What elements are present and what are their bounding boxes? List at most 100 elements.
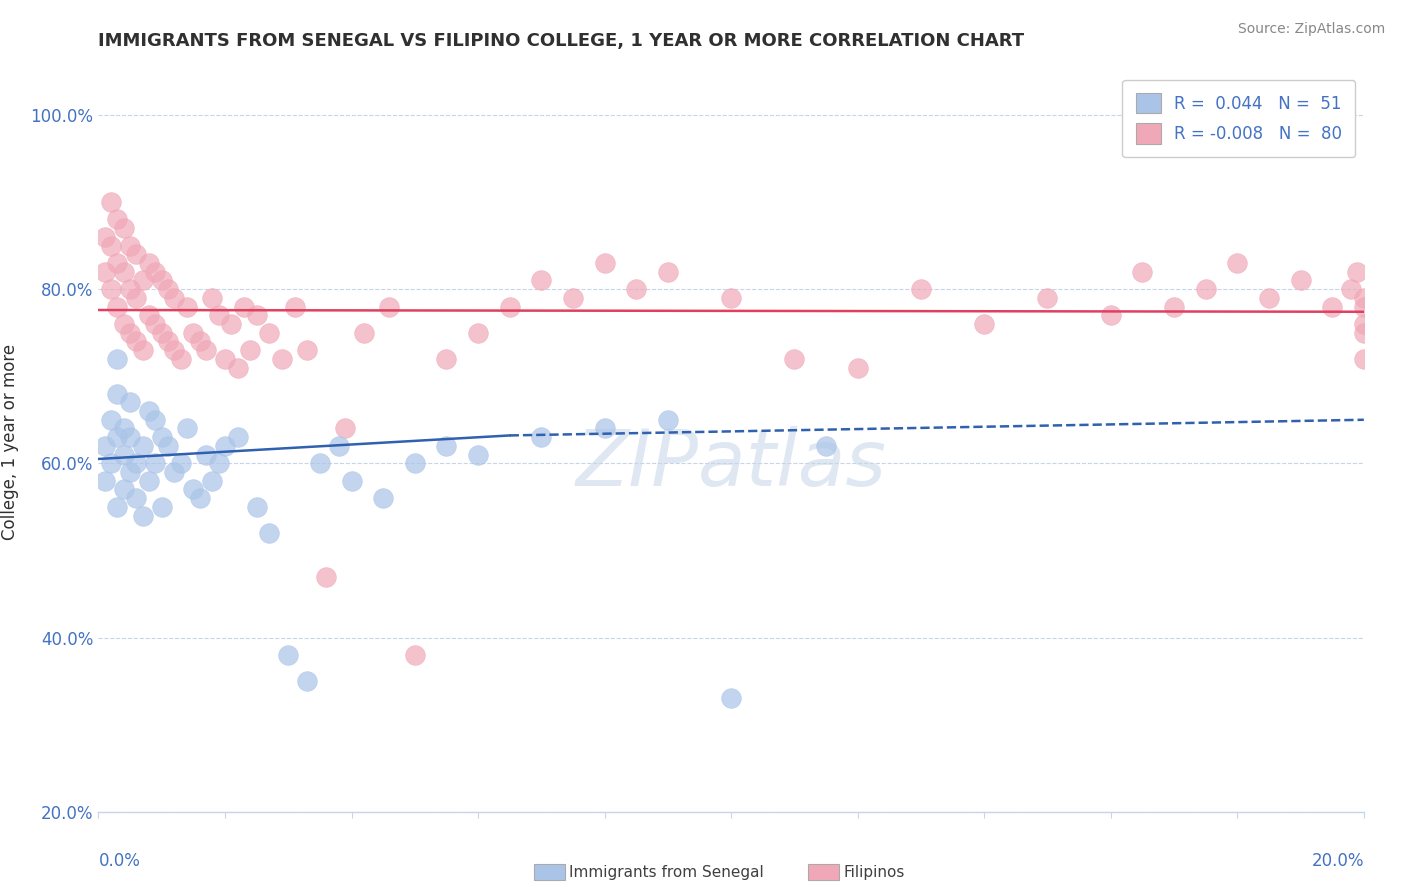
Point [1353,317,1375,331]
Point [297,674,319,689]
Point [1353,351,1375,366]
Text: Source: ZipAtlas.com: Source: ZipAtlas.com [1237,22,1385,37]
Point [188,334,211,349]
Point [1347,265,1369,279]
Point [467,326,489,340]
Point [259,526,281,541]
Point [277,648,299,662]
Point [201,474,224,488]
Point [233,300,256,314]
Point [157,334,180,349]
Point [163,465,186,479]
Point [561,291,585,305]
Point [138,474,160,488]
Point [125,291,148,305]
Point [112,483,135,497]
Point [593,256,616,270]
Point [107,500,129,514]
Point [183,483,205,497]
Point [246,308,269,322]
Point [309,456,332,470]
Point [107,212,129,227]
Point [132,508,155,523]
Point [1353,300,1375,314]
Point [1130,265,1153,279]
Point [328,439,350,453]
Point [194,448,218,462]
Point [169,351,191,366]
Point [107,256,129,270]
Point [1353,326,1375,340]
Point [593,421,616,435]
Point [315,569,337,583]
Point [530,430,553,444]
Point [530,273,553,287]
Point [404,648,426,662]
Point [239,343,262,357]
Point [208,456,231,470]
Point [112,448,135,462]
Point [125,456,148,470]
Point [335,421,357,435]
Point [150,326,173,340]
Point [150,273,173,287]
Point [145,317,166,331]
Point [783,351,806,366]
Point [100,194,122,209]
Point [107,351,129,366]
Point [353,326,375,340]
Y-axis label: College, 1 year or more: College, 1 year or more [1,343,20,540]
Point [145,413,166,427]
Point [120,326,141,340]
Point [246,500,269,514]
Point [1289,273,1312,287]
Point [125,247,148,261]
Point [378,300,401,314]
Point [112,221,135,235]
Point [93,230,117,244]
Point [720,291,742,305]
Point [100,456,122,470]
Point [169,456,191,470]
Point [657,265,679,279]
Point [138,404,160,418]
Point [150,500,173,514]
Point [371,491,394,505]
Point [467,448,489,462]
Point [624,282,647,296]
Point [93,474,117,488]
Point [1257,291,1279,305]
Point [270,351,294,366]
Point [214,351,236,366]
Point [297,343,319,357]
Point [138,308,160,322]
Point [112,421,135,435]
Point [157,282,180,296]
Point [93,439,117,453]
Point [100,282,122,296]
Point [1163,300,1185,314]
Point [973,317,995,331]
Point [132,273,155,287]
Point [208,308,231,322]
Point [188,491,211,505]
Point [120,395,141,409]
Text: IMMIGRANTS FROM SENEGAL VS FILIPINO COLLEGE, 1 YEAR OR MORE CORRELATION CHART: IMMIGRANTS FROM SENEGAL VS FILIPINO COLL… [98,32,1025,50]
Point [145,456,166,470]
Point [125,491,148,505]
Point [150,430,173,444]
Point [100,238,122,252]
Point [1322,300,1344,314]
Point [120,430,141,444]
Text: ZIPatlas: ZIPatlas [575,425,887,502]
Point [112,317,135,331]
Point [107,386,129,401]
Point [132,439,155,453]
Point [145,265,166,279]
Point [226,360,249,375]
Point [120,282,141,296]
Point [436,351,458,366]
Point [132,343,155,357]
Point [404,456,426,470]
Point [1226,256,1249,270]
